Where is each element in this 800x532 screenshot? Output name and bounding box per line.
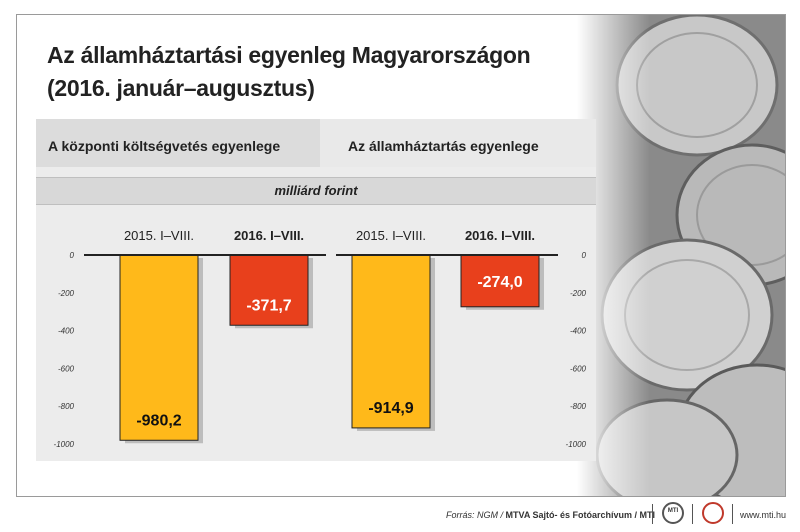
y-tick-label-left: 0 [70, 251, 75, 260]
source-prefix: Forrás: NGM / [446, 510, 506, 520]
y-tick-label-right: -400 [570, 327, 587, 336]
site-url: www.mti.hu [740, 510, 787, 520]
mti-logo-icon: MTI [662, 502, 684, 524]
coins-background-image [577, 15, 785, 496]
footer-separator [732, 504, 733, 524]
right-panel-header: Az államháztartás egyenlege [320, 119, 596, 167]
y-tick-label-right: -600 [570, 364, 587, 373]
category-label: 2015. I–VIII. [124, 228, 194, 243]
footer-separator [692, 504, 693, 524]
category-label: 2016. I–VIII. [465, 228, 535, 243]
bar [119, 254, 199, 441]
y-tick-label-right: -200 [570, 289, 587, 298]
y-tick-label-left: -400 [58, 327, 75, 336]
y-tick-label-left: -800 [58, 402, 75, 411]
panel-shadow [557, 215, 577, 455]
data-label: -274,0 [477, 274, 522, 291]
bar [229, 254, 309, 326]
unit-band: milliárd forint [36, 177, 596, 205]
data-label: -914,9 [368, 400, 413, 417]
bar [351, 254, 431, 429]
y-tick-label-right: -800 [570, 402, 587, 411]
mtva-logo-icon [702, 502, 724, 524]
category-label: 2016. I–VIII. [234, 228, 304, 243]
y-tick-label-right: 0 [582, 251, 587, 260]
y-tick-label-left: -1000 [54, 440, 75, 449]
footer-separator [652, 504, 653, 524]
y-tick-label-left: -200 [58, 289, 75, 298]
title-line-1: Az államháztartási egyenleg Magyarország… [47, 42, 531, 68]
source-bold: MTVA Sajtó- és Fotóarchívum / MTI [505, 510, 656, 520]
footer: Forrás: NGM / MTVA Sajtó- és Fotóarchívu… [0, 496, 800, 532]
source-text: Forrás: NGM / MTVA Sajtó- és Fotóarchívu… [446, 510, 655, 520]
y-tick-label-left: -600 [58, 364, 75, 373]
unit-label: milliárd forint [274, 183, 358, 198]
page-title: Az államháztartási egyenleg Magyarország… [47, 39, 531, 105]
title-line-2: (2016. január–augusztus) [47, 75, 315, 101]
left-panel-title: A központi költségvetés egyenlege [48, 138, 281, 154]
right-panel-title: Az államháztartás egyenlege [348, 138, 539, 154]
data-label: -980,2 [136, 412, 181, 429]
infographic-frame: Az államháztartási egyenleg Magyarország… [16, 14, 786, 497]
data-label: -371,7 [246, 297, 291, 314]
category-label: 2015. I–VIII. [356, 228, 426, 243]
y-tick-label-right: -1000 [566, 440, 587, 449]
chart-panel: A központi költségvetés egyenlege Az áll… [36, 119, 596, 461]
bar-chart: 0 0 -200 -200 -400 -400 -600 -600 -800 -800 -1000 -… [54, 228, 587, 449]
bar [460, 254, 540, 308]
left-panel-header: A központi költségvetés egyenlege [36, 119, 320, 167]
mti-logo-text: MTI [667, 508, 679, 514]
